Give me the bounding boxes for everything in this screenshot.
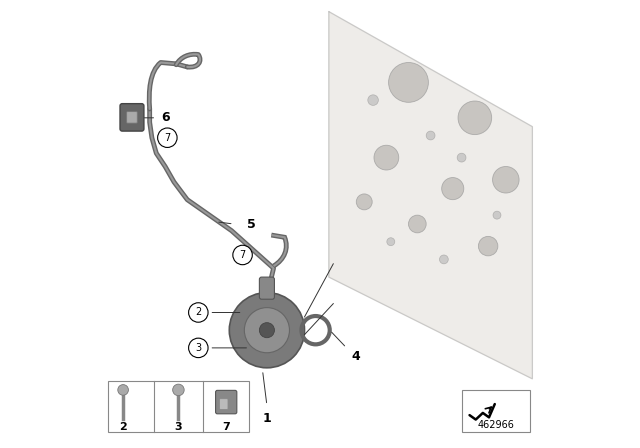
Circle shape: [478, 237, 498, 256]
Circle shape: [426, 131, 435, 140]
Circle shape: [173, 384, 184, 396]
Polygon shape: [329, 12, 532, 379]
Circle shape: [368, 95, 378, 105]
FancyBboxPatch shape: [461, 390, 530, 432]
Text: 2: 2: [195, 307, 202, 318]
Circle shape: [118, 384, 129, 395]
FancyBboxPatch shape: [216, 390, 237, 414]
Text: 462966: 462966: [477, 420, 515, 431]
Circle shape: [189, 338, 208, 358]
Circle shape: [493, 167, 519, 193]
Circle shape: [259, 323, 275, 338]
Circle shape: [244, 308, 289, 353]
Text: 5: 5: [247, 217, 256, 231]
Circle shape: [457, 153, 466, 162]
Circle shape: [229, 293, 305, 368]
Text: 6: 6: [161, 111, 170, 124]
Circle shape: [408, 215, 426, 233]
Circle shape: [388, 63, 428, 102]
Text: 4: 4: [351, 350, 360, 363]
Text: 2: 2: [119, 422, 127, 432]
Circle shape: [157, 128, 177, 147]
Text: 7: 7: [164, 133, 170, 143]
Circle shape: [440, 255, 448, 264]
FancyBboxPatch shape: [108, 381, 249, 432]
Text: 7: 7: [222, 422, 230, 432]
Text: 3: 3: [175, 422, 182, 432]
Circle shape: [387, 238, 395, 246]
FancyBboxPatch shape: [220, 399, 228, 409]
Circle shape: [458, 101, 492, 135]
Circle shape: [189, 303, 208, 322]
Circle shape: [442, 177, 464, 200]
Text: 7: 7: [239, 250, 246, 260]
Text: 3: 3: [195, 343, 202, 353]
Circle shape: [356, 194, 372, 210]
Text: 1: 1: [262, 412, 271, 425]
Circle shape: [233, 245, 252, 265]
FancyBboxPatch shape: [259, 277, 275, 299]
FancyBboxPatch shape: [120, 103, 144, 131]
FancyBboxPatch shape: [127, 112, 137, 123]
Circle shape: [493, 211, 501, 219]
Circle shape: [374, 145, 399, 170]
